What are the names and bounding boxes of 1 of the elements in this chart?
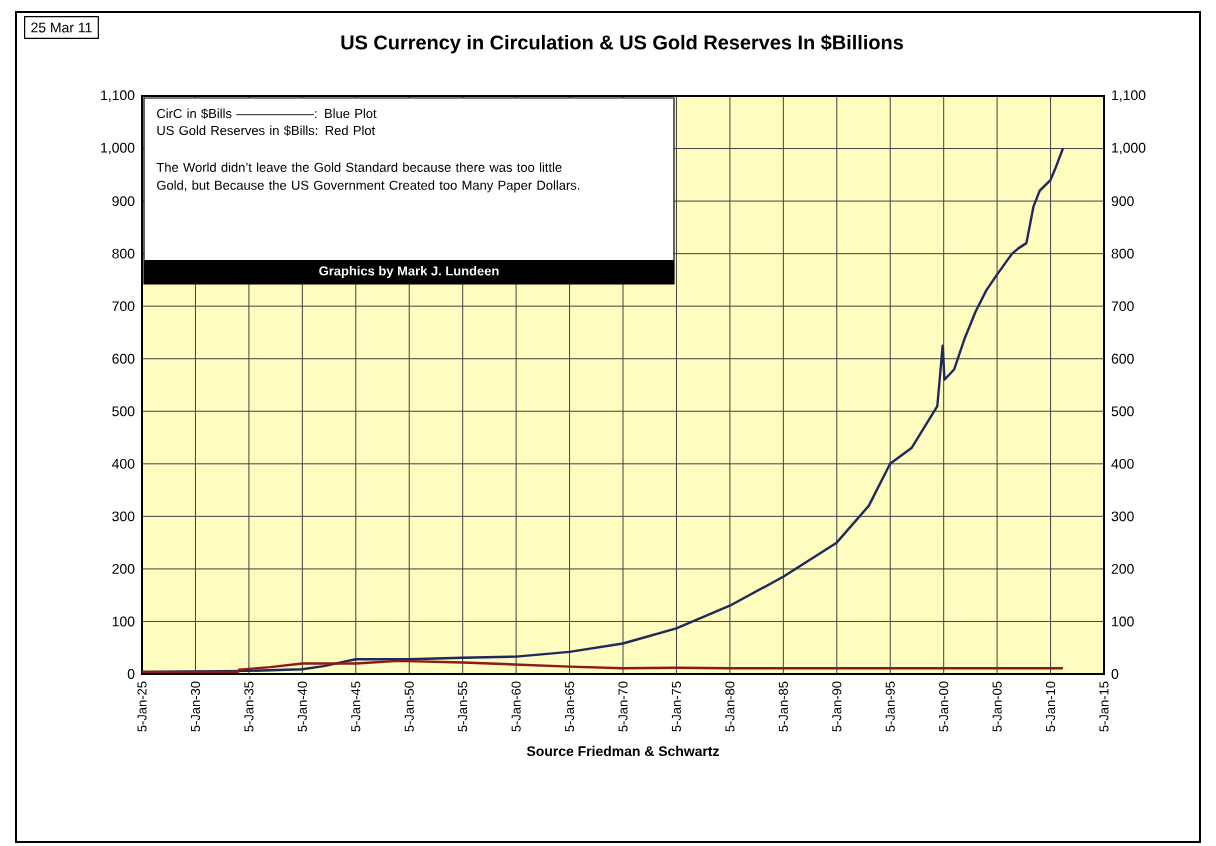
chart-title: US Currency in Circulation & US Gold Reserves In $Billions	[341, 34, 903, 54]
